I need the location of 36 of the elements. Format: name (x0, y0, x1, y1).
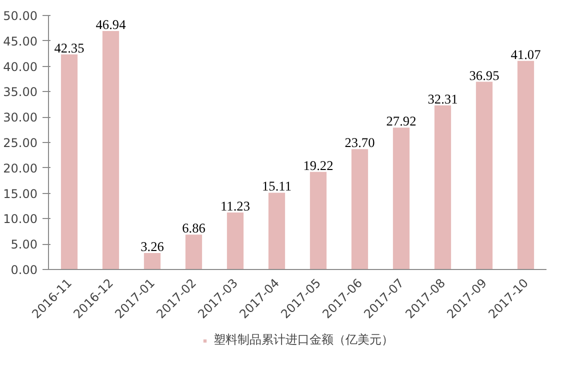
y-tick-label: 40.00 (3, 60, 38, 74)
bar (310, 172, 327, 270)
y-tick-label: 45.00 (3, 34, 38, 48)
y-tick-label: 0.00 (10, 263, 38, 277)
text: 11.23 (220, 198, 250, 214)
text: 19.22 (303, 158, 334, 173)
text: 23.70 (344, 135, 375, 150)
bar (392, 128, 410, 270)
y-tick-label: 5.00 (10, 238, 38, 252)
text: 27.92 (386, 114, 416, 129)
text: 15.11 (262, 178, 292, 194)
bar (476, 82, 493, 270)
text: 36.95 (469, 68, 500, 83)
text: 41.07 (510, 46, 541, 62)
y-tick-label: 50.00 (3, 9, 38, 23)
bar (226, 212, 244, 270)
y-tick-label: 30.00 (3, 110, 38, 125)
text: 3.26 (140, 238, 164, 254)
legend-label: 塑料制品累计进口金额（亿美元） (214, 332, 394, 348)
bar (517, 60, 534, 270)
text: 42.35 (54, 40, 84, 56)
bar (185, 234, 202, 270)
y-tick-label: 35.00 (3, 85, 38, 100)
bar (144, 252, 161, 270)
bar (351, 149, 368, 270)
text: 46.94 (96, 17, 126, 32)
bar (102, 31, 120, 270)
text: 32.31 (428, 91, 458, 106)
bar (434, 105, 452, 270)
y-tick-label: 20.00 (3, 161, 38, 176)
y-tick-label: 10.00 (3, 212, 38, 226)
text: 6.86 (182, 220, 206, 236)
bar (268, 192, 286, 270)
y-tick-label: 15.00 (3, 186, 38, 201)
y-tick-label: 25.00 (3, 136, 38, 150)
bar (60, 54, 78, 270)
